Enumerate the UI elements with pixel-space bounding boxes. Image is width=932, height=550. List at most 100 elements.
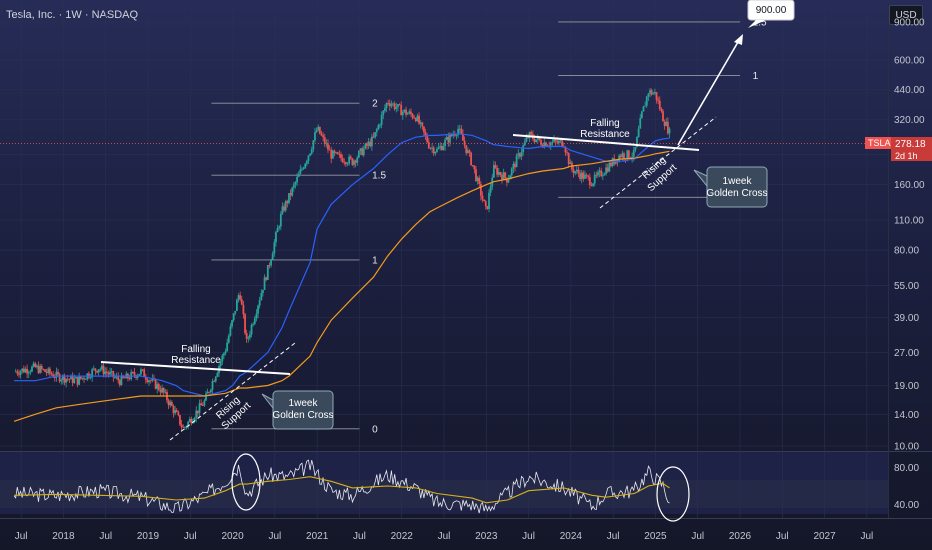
candle-body xyxy=(597,172,599,176)
candle-body xyxy=(476,177,479,182)
candle-body xyxy=(198,403,201,414)
candle-body xyxy=(18,373,20,375)
candle-body xyxy=(234,310,237,314)
candle-body xyxy=(92,368,95,370)
candle-body xyxy=(657,99,660,101)
candle-body xyxy=(603,173,606,176)
candle-body xyxy=(530,132,533,135)
candle-body xyxy=(584,174,586,179)
ma-fast-line xyxy=(14,133,670,397)
candle-body xyxy=(398,104,401,106)
candle-body xyxy=(96,370,98,373)
fib-level-label: 2 xyxy=(372,99,378,110)
candle-body xyxy=(27,372,30,374)
candle-body xyxy=(187,421,190,427)
candle-body xyxy=(209,389,212,392)
candle-body xyxy=(598,170,601,173)
candle-body xyxy=(388,103,391,107)
candle-body xyxy=(117,376,120,381)
candle-body xyxy=(486,205,489,209)
candle-body xyxy=(325,143,328,145)
candle-body xyxy=(343,162,346,163)
candle-body xyxy=(549,142,552,146)
candle-body xyxy=(359,148,362,151)
candle-body xyxy=(427,142,430,149)
candle-body xyxy=(312,140,315,150)
x-tick-label: Jul xyxy=(691,531,704,542)
falling-resistance-label-2: Falling xyxy=(590,118,619,129)
candle-body xyxy=(577,169,580,174)
candle-body xyxy=(138,373,141,376)
candle-body xyxy=(518,153,521,157)
candle-body xyxy=(403,109,406,112)
candle-body xyxy=(112,371,115,378)
candle-body xyxy=(567,153,570,165)
candle-body xyxy=(219,361,222,367)
candle-body xyxy=(405,109,407,115)
x-tick-label: Jul xyxy=(607,531,620,542)
candle-body xyxy=(439,145,442,148)
candle-body xyxy=(94,368,97,371)
candle-body xyxy=(289,193,292,196)
candle-body xyxy=(320,133,323,136)
candle-body xyxy=(460,128,463,134)
price-tag-box xyxy=(891,137,932,161)
candle-body xyxy=(211,381,214,390)
candle-body xyxy=(296,176,298,183)
candle-body xyxy=(29,371,32,373)
candle-body xyxy=(252,323,255,325)
candle-body xyxy=(133,372,136,376)
candle-body xyxy=(283,206,285,211)
rising-support-line-2 xyxy=(599,116,717,209)
candle-body xyxy=(91,369,94,378)
x-tick-label: 2019 xyxy=(137,531,160,542)
golden-cross-label-1b: Golden Cross xyxy=(272,410,333,421)
x-tick-label: 2018 xyxy=(52,531,75,542)
callout-pointer-2 xyxy=(693,169,708,188)
rising-support-line-1 xyxy=(169,342,296,441)
candle-body xyxy=(536,137,539,140)
candle-body xyxy=(279,213,282,227)
candle-body xyxy=(203,400,206,406)
candle-body xyxy=(336,152,339,154)
y-tick-label: 160.00 xyxy=(894,180,925,191)
candle-body xyxy=(517,153,520,156)
candle-body xyxy=(307,155,310,161)
golden-cross-label-1: 1week xyxy=(289,398,319,409)
candle-body xyxy=(167,400,170,406)
currency-button[interactable]: USD xyxy=(889,5,923,25)
candle-body xyxy=(468,150,471,153)
candle-body xyxy=(523,141,526,146)
candle-body xyxy=(14,371,17,373)
candle-body xyxy=(397,104,399,108)
candle-body xyxy=(115,376,118,378)
candle-body xyxy=(183,427,186,428)
candle-body xyxy=(268,265,271,266)
candle-body xyxy=(131,372,134,373)
y-tick-label: 14.00 xyxy=(894,410,919,421)
x-tick-label: Jul xyxy=(353,531,366,542)
candle-body xyxy=(34,363,37,368)
rsi-circle-1 xyxy=(231,453,261,511)
candle-body xyxy=(453,134,456,136)
candle-body xyxy=(169,402,172,406)
candle-body xyxy=(605,167,607,174)
golden-cross-label-2b: Golden Cross xyxy=(706,188,767,199)
candle-body xyxy=(144,377,147,380)
y-tick-label: 39.00 xyxy=(894,313,919,324)
candle-body xyxy=(447,136,450,143)
candle-body xyxy=(310,149,313,154)
candle-body xyxy=(58,374,61,382)
candle-body xyxy=(522,145,525,153)
candle-body xyxy=(507,179,510,183)
candle-body xyxy=(232,313,235,321)
candle-body xyxy=(356,157,359,163)
rsi-line xyxy=(13,459,670,514)
candle-body xyxy=(88,373,90,378)
candle-body xyxy=(346,163,349,165)
candle-body xyxy=(200,403,203,406)
candle-body xyxy=(445,136,448,140)
candle-body xyxy=(322,135,325,137)
symbol-title: Tesla, Inc. · 1W · NASDAQ xyxy=(6,9,139,21)
